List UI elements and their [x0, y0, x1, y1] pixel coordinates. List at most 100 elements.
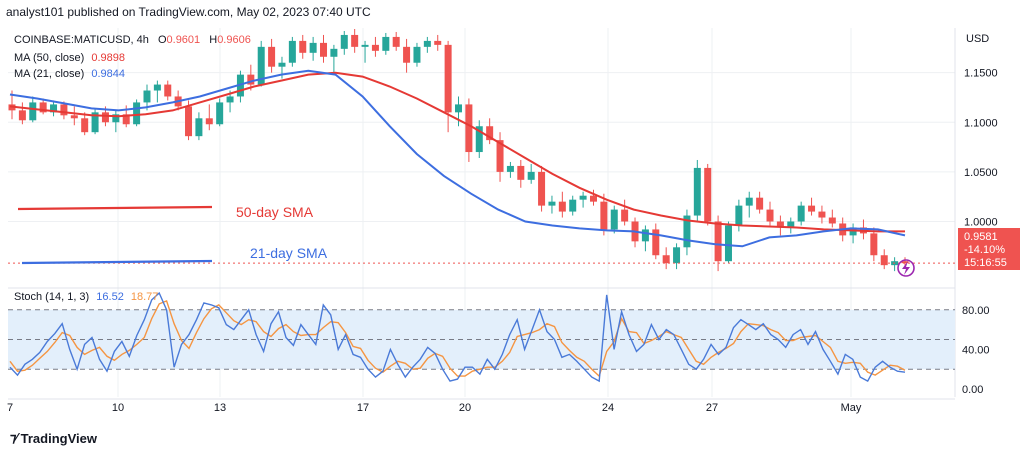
candle-body [475, 126, 483, 153]
candle-body [745, 197, 753, 206]
candle-body [122, 114, 130, 125]
stoch-tick: 40.00 [962, 344, 990, 356]
stoch-legend[interactable]: Stoch (14, 1, 3) 16.52 18.77 [14, 291, 158, 303]
candle-body [828, 217, 836, 224]
candle-body [589, 195, 597, 202]
candle-body [164, 84, 172, 97]
candle-body [901, 261, 909, 264]
candle-body [226, 96, 234, 103]
candle-body [506, 165, 514, 172]
candle-body [486, 126, 494, 141]
candle-body [320, 42, 328, 57]
price-tick: 1.0000 [964, 217, 998, 229]
sma21-annotation-line [21, 259, 213, 265]
tradingview-logo-icon: ⁊⁄ [10, 430, 18, 445]
candle-body [392, 36, 400, 47]
candle-body [278, 62, 286, 67]
candle-body [205, 118, 213, 125]
candle-body [808, 205, 816, 212]
high-label: H [209, 34, 218, 46]
candle-body [538, 171, 546, 206]
candle-body [143, 90, 151, 103]
last-price-badge: 0.9581 -14.10% 15:16:55 [958, 228, 1020, 270]
price-axis: USD [966, 33, 989, 45]
candle-body [558, 201, 566, 212]
lightning-icon[interactable] [897, 259, 915, 277]
candle-body [600, 201, 608, 230]
candle-body [413, 46, 421, 63]
candle-body [870, 233, 878, 256]
candle-body [81, 118, 89, 133]
publish-header: analyst101 published on TradingView.com,… [6, 5, 371, 19]
time-tick: 24 [602, 402, 614, 414]
candle-body [662, 255, 670, 264]
candle-body [880, 255, 888, 266]
candle-body [195, 118, 203, 137]
candle-body [216, 102, 224, 125]
stoch-legend-label: Stoch (14, 1, 3) [14, 291, 90, 303]
stoch-tick: 80.00 [962, 305, 990, 317]
stochastic-lines [9, 291, 906, 383]
ma21-legend[interactable]: MA (21, close) 0.9844 [14, 68, 125, 80]
time-tick: 20 [459, 402, 471, 414]
candle-body [299, 40, 307, 53]
candle-body [351, 34, 359, 47]
candle-body [288, 40, 296, 63]
candle-body [766, 209, 774, 222]
stoch-d-line [9, 299, 906, 378]
annotations: 50-day SMA 21-day SMA [17, 204, 328, 265]
candle-body [403, 46, 411, 63]
candle-body [60, 104, 68, 116]
ma50-line [9, 71, 905, 233]
candle-body [787, 221, 795, 228]
candle-body [382, 36, 390, 51]
candle-body [673, 247, 681, 264]
ma50-legend-value: 0.9898 [91, 52, 126, 64]
symbol-name[interactable]: COINBASE:MATICUSD, 4h [14, 34, 149, 46]
high-value: 0.9606 [217, 34, 251, 46]
candle-body [309, 42, 317, 53]
candle-body [50, 104, 58, 113]
stoch-k-line [9, 291, 906, 383]
candle-body [133, 102, 141, 125]
candle-body [101, 112, 109, 123]
candle-body [714, 221, 722, 262]
candle-body [361, 44, 369, 47]
candle-body [527, 171, 535, 180]
candle-body [91, 112, 99, 133]
candle-body [18, 110, 26, 121]
candle-body [797, 205, 805, 222]
candle-body [257, 46, 265, 85]
ma50-legend[interactable]: MA (50, close) 0.9898 [14, 52, 125, 64]
brand-name: TradingView [20, 430, 97, 446]
candle-body [724, 225, 732, 262]
candle-body [268, 46, 276, 67]
price-tick: 1.1500 [964, 68, 998, 80]
candle-body [247, 74, 255, 85]
sma50-annotation-line [17, 205, 213, 211]
time-tick-labels: 7 10 13 17 20 24 27 May [7, 402, 862, 414]
candle-body [153, 84, 161, 91]
sma50-annotation-label: 50-day SMA [236, 204, 314, 220]
price-tick-labels: 1.1500 1.1000 1.0500 1.0000 [964, 68, 998, 229]
candle-body [29, 102, 37, 121]
candle-body [496, 140, 504, 172]
candle-body [434, 40, 442, 45]
ma21-line [9, 69, 906, 248]
candle-body [652, 229, 660, 256]
symbol-legend: COINBASE:MATICUSD, 4h O0.9601 H0.9606 [14, 34, 251, 46]
candle-body [185, 106, 193, 137]
price-tick: 1.0500 [964, 167, 998, 179]
ma21-legend-value: 0.9844 [91, 68, 126, 80]
candle-body [465, 104, 473, 153]
currency-label: USD [966, 33, 989, 45]
time-tick: 27 [706, 402, 718, 414]
tradingview-brand[interactable]: ⁊⁄ TradingView [10, 430, 97, 446]
price-candles [8, 28, 909, 272]
candle-body [112, 114, 120, 123]
time-tick: 7 [7, 402, 13, 414]
candle-body [579, 195, 587, 200]
candle-body [756, 197, 764, 210]
candle-body [548, 201, 556, 206]
